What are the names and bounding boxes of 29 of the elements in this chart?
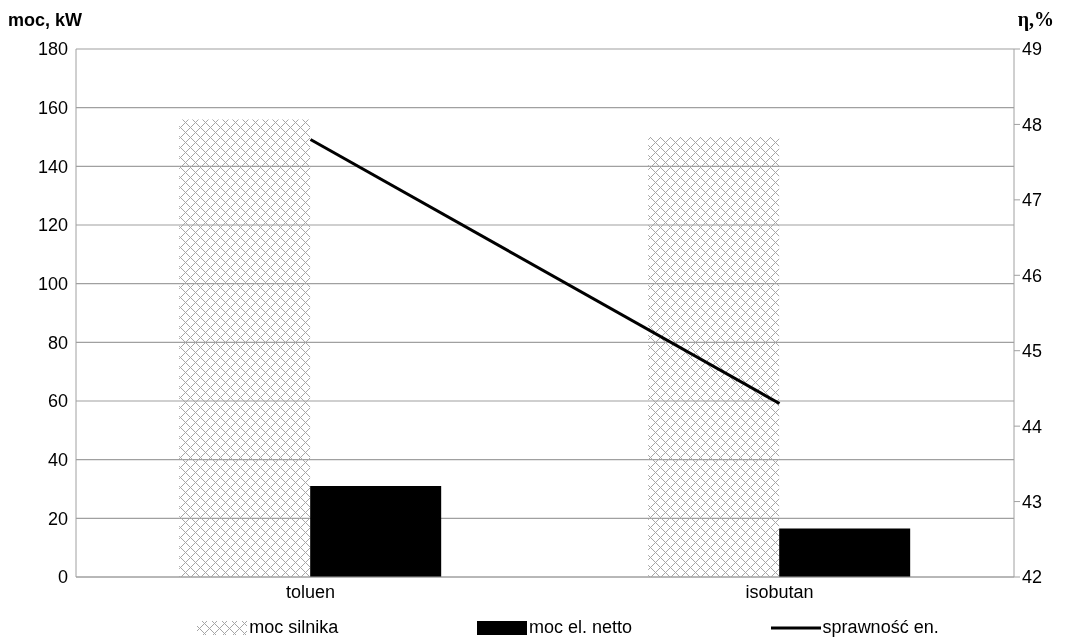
legend-label: sprawność en.	[821, 617, 939, 637]
legend-label: moc el. netto	[527, 617, 632, 637]
y-tick-label: 120	[37, 215, 68, 236]
y2-tick-label: 49	[1022, 39, 1043, 60]
y-tick-label: 20	[47, 508, 68, 529]
y-axis-title: moc, kW	[8, 10, 83, 31]
x-tick-label: isobutan	[745, 581, 814, 602]
y-tick-label: 80	[47, 332, 68, 353]
y2-tick-label: 42	[1022, 567, 1043, 588]
y2-tick-label: 43	[1022, 491, 1043, 512]
y-tick-label: 160	[37, 98, 68, 119]
bar	[779, 528, 911, 577]
y-tick-label: 40	[47, 450, 68, 471]
bar	[310, 486, 442, 577]
y-tick-label: 100	[37, 274, 68, 295]
y2-axis-title: η,%	[1017, 8, 1054, 31]
y2-tick-label: 47	[1022, 190, 1043, 211]
y-tick-label: 140	[37, 156, 68, 177]
bar	[648, 137, 780, 577]
y2-tick-label: 46	[1022, 265, 1043, 286]
bar	[179, 119, 311, 577]
x-tick-label: toluen	[285, 581, 336, 602]
y2-tick-label: 45	[1022, 341, 1043, 362]
y-tick-label: 60	[47, 391, 68, 412]
y-tick-label: 0	[57, 567, 68, 588]
y2-tick-label: 48	[1022, 114, 1043, 135]
legend-label: moc silnika	[248, 617, 339, 637]
y2-tick-label: 44	[1022, 416, 1043, 437]
y-tick-label: 180	[37, 39, 68, 60]
